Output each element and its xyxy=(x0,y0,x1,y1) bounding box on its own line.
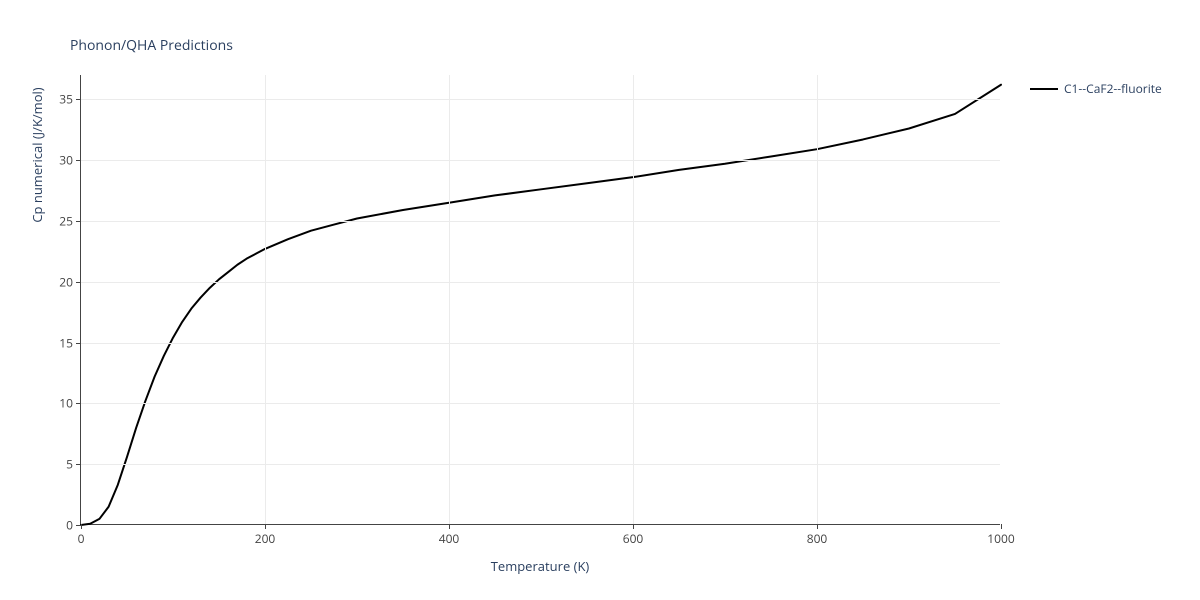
y-tick-label: 0 xyxy=(66,517,73,534)
x-tick-label: 0 xyxy=(78,530,85,547)
y-tick-mark xyxy=(76,403,81,404)
x-tick-label: 800 xyxy=(807,530,828,547)
gridline-vertical xyxy=(449,75,450,524)
y-tick-label: 25 xyxy=(59,212,73,229)
legend-item[interactable]: C1--CaF2--fluorite xyxy=(1030,80,1162,97)
x-tick-mark xyxy=(817,524,818,529)
x-tick-label: 400 xyxy=(439,530,460,547)
y-tick-mark xyxy=(76,99,81,100)
gridline-vertical xyxy=(265,75,266,524)
x-tick-mark xyxy=(449,524,450,529)
y-tick-mark xyxy=(76,464,81,465)
gridline-horizontal xyxy=(81,282,1000,283)
chart-container: Phonon/QHA Predictions Cp numerical (J/K… xyxy=(0,0,1200,600)
gridline-horizontal xyxy=(81,403,1000,404)
y-tick-mark xyxy=(76,282,81,283)
y-tick-label: 20 xyxy=(59,273,73,290)
x-tick-mark xyxy=(81,524,82,529)
legend-label: C1--CaF2--fluorite xyxy=(1064,80,1162,97)
x-tick-mark xyxy=(1001,524,1002,529)
gridline-horizontal xyxy=(81,221,1000,222)
x-tick-mark xyxy=(265,524,266,529)
x-tick-label: 200 xyxy=(255,530,276,547)
y-tick-label: 10 xyxy=(59,395,73,412)
y-tick-mark xyxy=(76,221,81,222)
y-tick-label: 35 xyxy=(59,91,73,108)
gridline-horizontal xyxy=(81,464,1000,465)
gridline-vertical xyxy=(633,75,634,524)
y-tick-label: 5 xyxy=(66,456,73,473)
y-tick-mark xyxy=(76,343,81,344)
chart-title: Phonon/QHA Predictions xyxy=(70,36,233,55)
gridline-vertical xyxy=(817,75,818,524)
gridline-horizontal xyxy=(81,343,1000,344)
y-tick-mark xyxy=(76,160,81,161)
plot-area: 0200400600800100005101520253035 xyxy=(80,75,1000,525)
x-tick-label: 600 xyxy=(623,530,644,547)
legend[interactable]: C1--CaF2--fluorite xyxy=(1030,80,1162,97)
y-tick-mark xyxy=(76,525,81,526)
y-axis-label: Cp numerical (J/K/mol) xyxy=(28,0,46,380)
gridline-horizontal xyxy=(81,99,1000,100)
gridline-horizontal xyxy=(81,160,1000,161)
y-tick-label: 30 xyxy=(59,152,73,169)
series-svg xyxy=(81,75,1001,525)
x-tick-label: 1000 xyxy=(987,530,1014,547)
x-tick-mark xyxy=(633,524,634,529)
series-line xyxy=(81,85,1001,525)
y-tick-label: 15 xyxy=(59,334,73,351)
legend-swatch xyxy=(1030,88,1058,90)
x-axis-label: Temperature (K) xyxy=(80,557,1000,575)
